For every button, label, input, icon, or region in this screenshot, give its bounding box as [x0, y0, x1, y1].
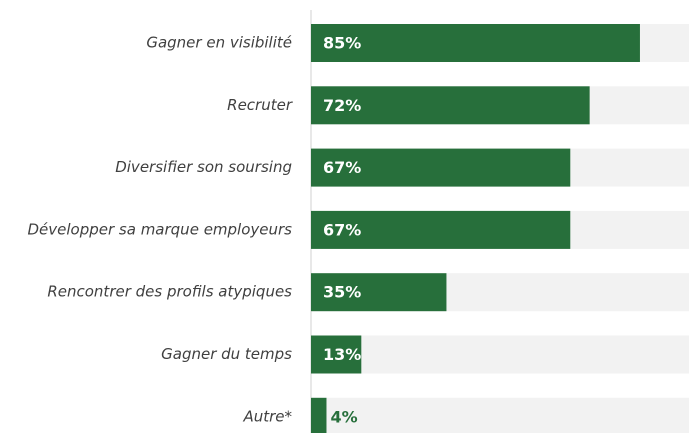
- value-label: 35%: [323, 283, 361, 302]
- value-label: 67%: [323, 158, 361, 177]
- bar-track: [311, 397, 689, 433]
- value-label: 67%: [323, 220, 361, 239]
- category-label: Diversifier son soursing: [115, 158, 292, 176]
- category-label: Développer sa marque employeurs: [27, 220, 292, 238]
- category-label: Recruter: [227, 96, 293, 114]
- category-label: Autre*: [242, 407, 292, 425]
- bar-track: [311, 335, 689, 374]
- bar: [311, 397, 327, 433]
- bar: [311, 273, 447, 312]
- value-label: 72%: [323, 96, 361, 115]
- category-label: Gagner en visibilité: [146, 34, 292, 52]
- value-label: 4%: [330, 407, 357, 426]
- bar: [311, 210, 571, 249]
- category-label: Rencontrer des profils atypiques: [47, 283, 292, 301]
- bar: [311, 24, 640, 62]
- category-label: Gagner du temps: [161, 345, 292, 363]
- bar: [311, 148, 571, 187]
- bar: [311, 335, 362, 374]
- bar: [311, 86, 590, 125]
- value-label: 13%: [323, 345, 361, 364]
- value-label: 85%: [323, 34, 361, 53]
